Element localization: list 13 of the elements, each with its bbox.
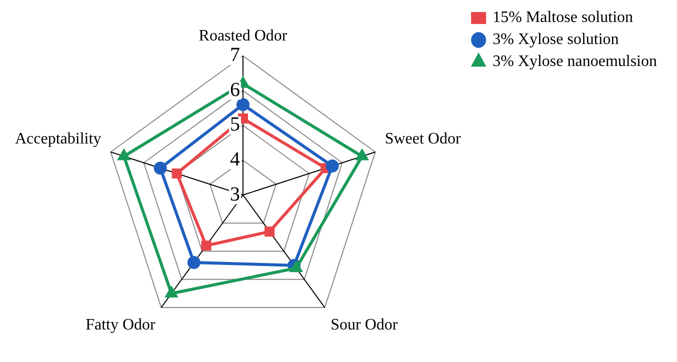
y-tick-label: 4	[230, 148, 240, 170]
spoke-label: Sweet Odor	[384, 130, 462, 148]
spoke-label: Fatty Odor	[86, 316, 156, 334]
y-tick-label: 3	[230, 183, 240, 206]
spoke-label: Acceptability	[15, 130, 102, 148]
legend-label: 3% Xylose nanoemulsion	[492, 53, 657, 70]
y-tick-label: 7	[230, 44, 240, 66]
y-tick-label: 5	[230, 114, 240, 136]
spoke-label: Roasted Odor	[198, 27, 288, 44]
spoke-label: Sour Odor	[330, 316, 398, 334]
legend-label: 15% Maltose solution	[492, 9, 634, 26]
legend-label: 3% Xylose solution	[492, 31, 619, 48]
y-tick-label: 6	[230, 78, 240, 101]
